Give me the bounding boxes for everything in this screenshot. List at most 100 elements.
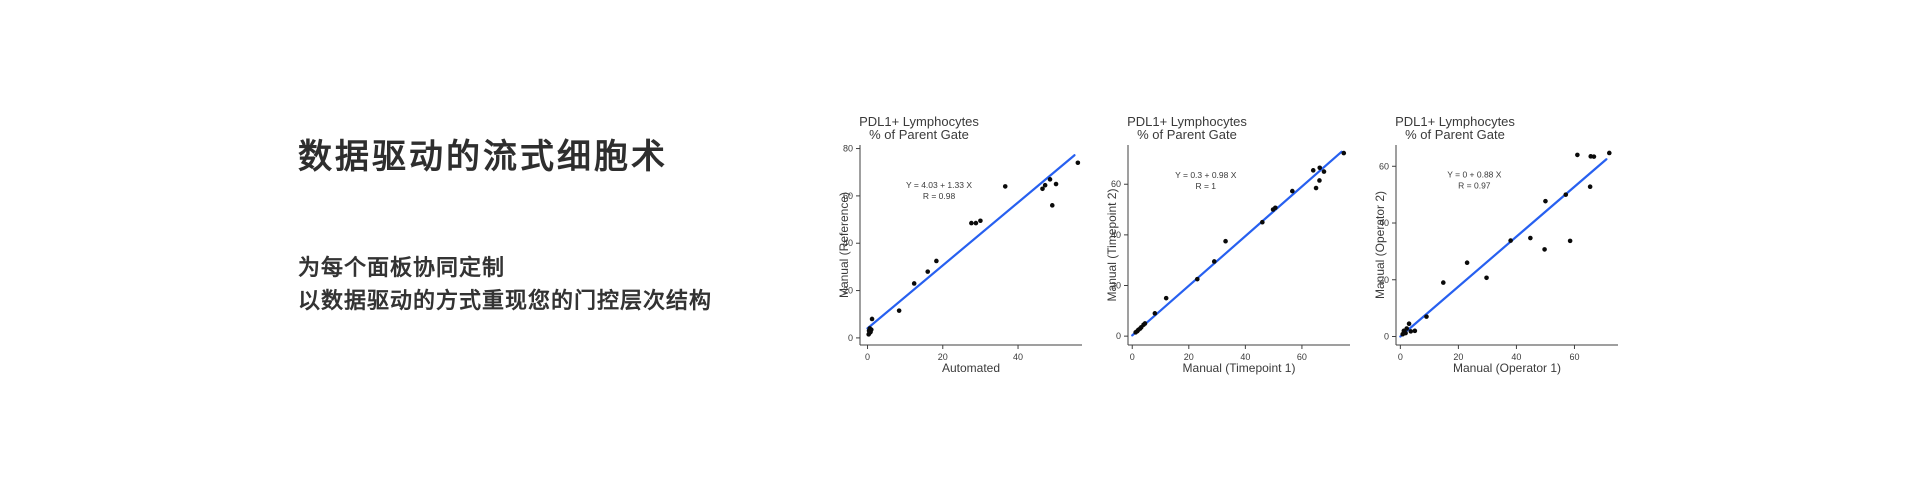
regression-line [1131, 150, 1343, 337]
x-tick-label: 20 [1453, 352, 1463, 362]
regression-equation-label: Y = 0 + 0.88 X [1447, 170, 1502, 180]
regression-equation-label: Y = 0.3 + 0.98 X [1175, 170, 1237, 180]
data-point [1317, 165, 1323, 171]
data-point [973, 220, 979, 226]
data-point [869, 316, 875, 322]
regression-line [866, 154, 1076, 330]
data-point [978, 218, 983, 224]
data-point [1042, 182, 1048, 188]
data-point [1563, 192, 1569, 197]
data-point [1406, 321, 1412, 327]
hero-subtitle-line-2: 以数据驱动的方式重现您的门控层次结构 [298, 289, 713, 314]
chart-title-line1: PDL1+ Lymphocytes [859, 114, 979, 129]
hero-subtitle-line-1: 为每个面板协同定制 [298, 256, 506, 281]
chart-title-line1: PDL1+ Lymphocytes [1127, 114, 1247, 129]
y-axis-label: Manual (Timepoint 2) [1105, 189, 1119, 302]
data-point [969, 220, 974, 226]
x-tick-label: 0 [865, 352, 870, 362]
x-tick-label: 0 [1130, 352, 1135, 362]
data-point [1260, 219, 1265, 225]
data-point [1528, 235, 1533, 241]
x-axis-label: Manual (Timepoint 1) [1183, 361, 1296, 375]
data-point [911, 281, 917, 286]
y-tick-label: 40 [843, 238, 853, 248]
data-point [1310, 168, 1316, 173]
y-tick-label: 40 [1379, 218, 1389, 228]
correlation-coefficient-label: R = 0.98 [923, 191, 956, 201]
x-tick-label: 40 [1013, 352, 1023, 362]
y-tick-label: 20 [843, 286, 853, 296]
data-point [1321, 169, 1327, 174]
correlation-coefficient-label: R = 1 [1195, 181, 1216, 191]
y-tick-label: 40 [1111, 230, 1121, 240]
data-point [1424, 314, 1429, 319]
data-point [1412, 328, 1418, 334]
data-point [934, 258, 939, 264]
x-tick-label: 20 [1184, 352, 1194, 362]
y-tick-label: 80 [843, 144, 853, 154]
data-point [1543, 198, 1548, 204]
data-point [1053, 181, 1059, 187]
data-point [1317, 178, 1322, 183]
y-tick-label: 20 [1111, 281, 1121, 291]
data-point [925, 269, 931, 274]
chart-title-line2: % of Parent Gate [1137, 127, 1237, 142]
data-point [1587, 184, 1593, 190]
scatter-plot-timepoint2-vs-timepoint1: PDL1+ Lymphocytes% of Parent Gate 0 20 40 60… [1105, 114, 1350, 375]
data-point [868, 327, 874, 332]
data-point [1508, 238, 1513, 243]
data-point [1408, 329, 1414, 334]
data-point [896, 308, 902, 313]
data-point [1464, 260, 1470, 266]
data-point [1404, 326, 1410, 331]
data-point [1163, 295, 1169, 301]
x-tick-label: 20 [938, 352, 948, 362]
data-point [1542, 247, 1547, 252]
x-axis-label: Manual (Operator 1) [1453, 361, 1561, 375]
y-tick-label: 0 [848, 333, 853, 343]
x-tick-label: 0 [1398, 352, 1403, 362]
page-title: 数据驱动的流式细胞术 [298, 137, 668, 177]
y-tick-label: 0 [1384, 331, 1389, 341]
y-axis-label: Manual (Reference) [837, 192, 851, 298]
data-point [1152, 311, 1158, 316]
chart-title-line2: % of Parent Gate [1405, 127, 1505, 142]
x-axis-label: Automated [942, 361, 1000, 375]
x-tick-label: 60 [1569, 352, 1579, 362]
data-point [1142, 321, 1148, 326]
data-point [1606, 150, 1612, 156]
data-point [1484, 275, 1489, 281]
data-point [1075, 160, 1081, 166]
data-point [1290, 188, 1295, 194]
y-tick-label: 20 [1379, 275, 1389, 285]
hero-text-block: 数据驱动的流式细胞术 为每个面板协同定制 以数据驱动的方式重现您的门控层次结构 [298, 140, 712, 318]
chart-title-line1: PDL1+ Lymphocytes [1395, 114, 1515, 129]
data-point [1313, 185, 1319, 191]
data-point [1441, 280, 1446, 285]
data-point [1575, 152, 1580, 158]
y-tick-label: 60 [1111, 179, 1121, 189]
regression-line [1399, 158, 1608, 338]
regression-equation-label: Y = 4.03 + 1.33 X [906, 180, 972, 190]
y-tick-label: 0 [1116, 331, 1121, 341]
data-point [1341, 150, 1347, 156]
y-tick-label: 60 [843, 191, 853, 201]
data-point [1047, 177, 1053, 182]
data-point [1223, 238, 1228, 244]
data-point [1194, 276, 1200, 282]
data-point [1211, 259, 1217, 264]
y-axis-label: Manual (Operator 2) [1373, 191, 1387, 299]
scatter-plot-operator2-vs-operator1: PDL1+ Lymphocytes% of Parent Gate 0 20 40 60… [1373, 114, 1618, 375]
charts-row: PDL1+ Lymphocytes% of Parent Gate 0 20 40 0 2… [815, 95, 1619, 395]
data-point [1049, 203, 1055, 208]
y-tick-label: 60 [1379, 161, 1389, 171]
correlation-coefficient-label: R = 0.97 [1458, 181, 1491, 191]
x-tick-label: 40 [1511, 352, 1521, 362]
x-tick-label: 40 [1240, 352, 1250, 362]
data-point [1591, 154, 1597, 159]
chart-title-line2: % of Parent Gate [869, 127, 969, 142]
x-tick-label: 60 [1297, 352, 1307, 362]
data-point [1273, 205, 1278, 211]
data-point [1403, 330, 1408, 336]
